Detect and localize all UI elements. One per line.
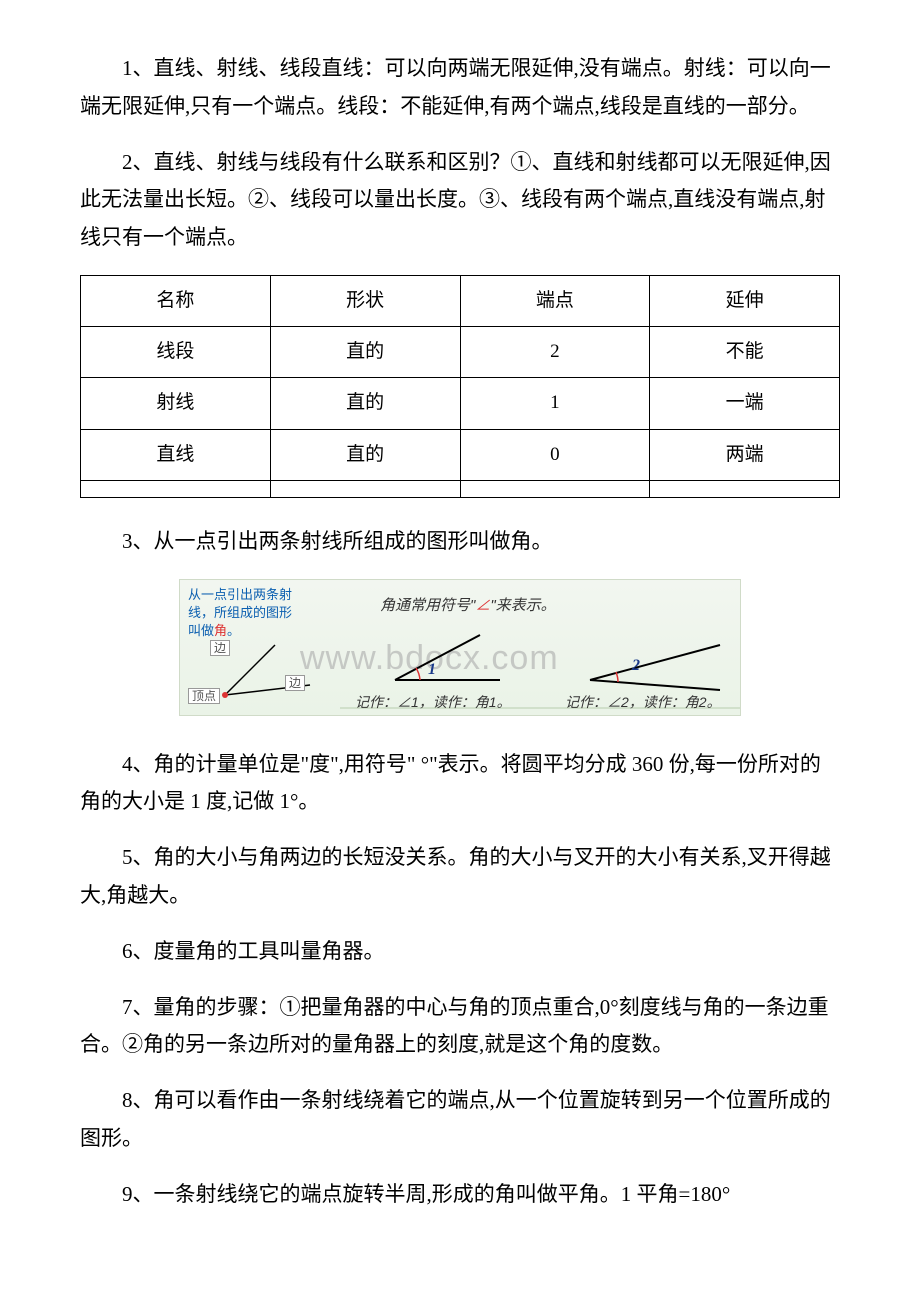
cell: 直的 — [270, 429, 460, 480]
cell: 直线 — [81, 429, 271, 480]
th-extend: 延伸 — [650, 275, 840, 326]
th-endpoints: 端点 — [460, 275, 650, 326]
cell — [460, 480, 650, 497]
paragraph-7: 7、量角的步骤：①把量角器的中心与角的顶点重合,0°刻度线与角的一条边重合。②角… — [80, 989, 840, 1065]
table-row — [81, 480, 840, 497]
cell: 1 — [460, 378, 650, 429]
paragraph-8: 8、角可以看作由一条射线绕着它的端点,从一个位置旋转到另一个位置所成的图形。 — [80, 1082, 840, 1158]
side-label-2: 边 — [285, 675, 305, 691]
cell: 直的 — [270, 378, 460, 429]
cell: 线段 — [81, 327, 271, 378]
cell — [270, 480, 460, 497]
paragraph-1: 1、直线、射线、线段直线：可以向两端无限延伸,没有端点。射线：可以向一端无限延伸… — [80, 50, 840, 126]
paragraph-2: 2、直线、射线与线段有什么联系和区别？①、直线和射线都可以无限延伸,因此无法量出… — [80, 144, 840, 257]
cell: 直的 — [270, 327, 460, 378]
caption-2: 记作：∠2，读作：角2。 — [565, 690, 721, 715]
paragraph-9: 9、一条射线绕它的端点旋转半周,形成的角叫做平角。1 平角=180° — [80, 1176, 840, 1214]
cell: 射线 — [81, 378, 271, 429]
paragraph-5: 5、角的大小与角两边的长短没关系。角的大小与叉开的大小有关系,叉开得越大,角越大… — [80, 839, 840, 915]
cell: 0 — [460, 429, 650, 480]
cell: 不能 — [650, 327, 840, 378]
angle-num-1: 1 — [428, 656, 436, 685]
table-row: 直线 直的 0 两端 — [81, 429, 840, 480]
th-shape: 形状 — [270, 275, 460, 326]
comparison-table: 名称 形状 端点 延伸 线段 直的 2 不能 射线 直的 1 一端 直线 直的 … — [80, 275, 840, 498]
cell — [81, 480, 271, 497]
cell — [650, 480, 840, 497]
angle-num-2: 2 — [632, 652, 640, 681]
side-label-1: 边 — [210, 640, 230, 656]
table-header-row: 名称 形状 端点 延伸 — [81, 275, 840, 326]
table-row: 线段 直的 2 不能 — [81, 327, 840, 378]
angle-figure: 从一点引出两条射 线，所组成的图形 叫做角。 角通常用符号"∠"来表示。 www… — [179, 579, 741, 716]
paragraph-6: 6、度量角的工具叫量角器。 — [80, 933, 840, 971]
th-name: 名称 — [81, 275, 271, 326]
cell: 两端 — [650, 429, 840, 480]
caption-1: 记作：∠1，读作：角1。 — [355, 690, 511, 715]
paragraph-4: 4、角的计量单位是"度",用符号" °"表示。将圆平均分成 360 份,每一份所… — [80, 746, 840, 822]
cell: 一端 — [650, 378, 840, 429]
paragraph-3: 3、从一点引出两条射线所组成的图形叫做角。 — [80, 523, 840, 561]
cell: 2 — [460, 327, 650, 378]
table-row: 射线 直的 1 一端 — [81, 378, 840, 429]
vertex-label: 顶点 — [188, 688, 220, 704]
